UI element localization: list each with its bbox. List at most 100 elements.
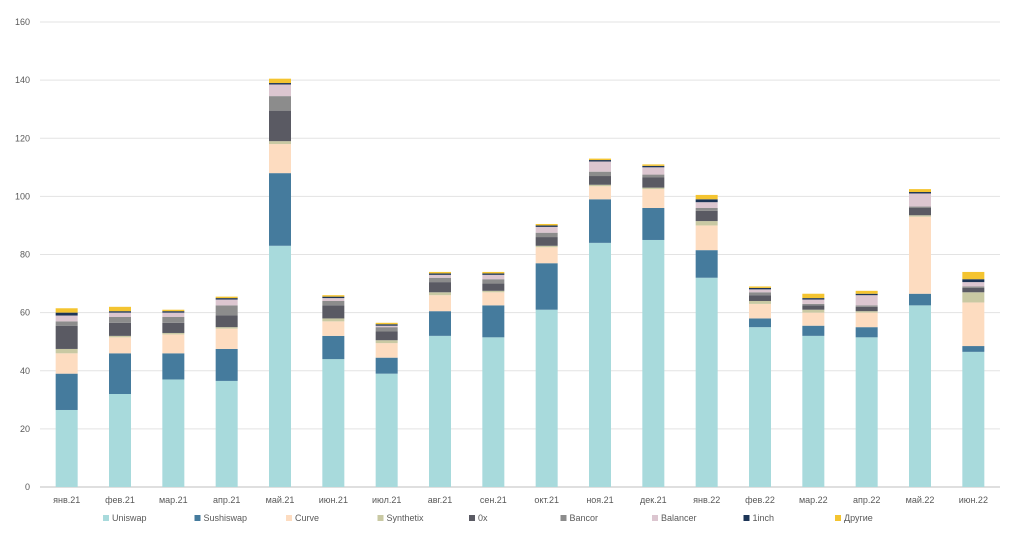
bar-segment-0x	[109, 322, 131, 336]
bar-segment-Balancer	[162, 312, 185, 317]
bar-segment-Bancor	[802, 303, 825, 306]
bar-segment-Другие	[429, 271, 451, 274]
bar-segment-0x	[535, 237, 558, 246]
legend-swatch	[743, 515, 750, 521]
bar-segment-Sushiswap	[962, 346, 985, 352]
bar-segment-Другие	[482, 271, 505, 274]
bar-segment-Sushiswap	[109, 353, 131, 394]
bar-segment-Synthetix	[375, 340, 398, 344]
bar-segment-Synthetix	[695, 221, 718, 226]
bar-segment-Другие	[642, 164, 665, 166]
legend-item: 1inch	[743, 513, 775, 523]
bar-segment-Balancer	[375, 325, 398, 328]
bar-segment-Uniswap	[695, 277, 718, 487]
bar-segment-Bancor	[55, 321, 78, 326]
bar-segment-Bancor	[535, 232, 558, 238]
legend-item: Synthetix	[377, 513, 425, 523]
bar-segment-Synthetix	[482, 290, 505, 293]
bar-stack	[55, 308, 78, 487]
bar-segment-Uniswap	[55, 409, 78, 487]
bar-segment-0x	[749, 295, 771, 301]
x-tick-label: авг.21	[428, 495, 452, 505]
bar-segment-Другие	[589, 158, 611, 161]
x-tick-label: янв.21	[53, 495, 80, 505]
bar-segment-Synthetix	[162, 332, 185, 335]
y-tick-label: 160	[15, 17, 30, 27]
bar-segment-Synthetix	[429, 292, 451, 296]
bar-segment-Sushiswap	[802, 325, 825, 336]
y-tick-label: 0	[25, 482, 30, 492]
bar-stack	[909, 189, 931, 487]
bar-segment-Balancer	[269, 84, 291, 97]
bar-segment-0x	[642, 177, 665, 188]
bar-segment-Synthetix	[109, 335, 131, 338]
x-tick-label: ноя.21	[586, 495, 613, 505]
y-tick-label: 140	[15, 75, 30, 85]
bar-segment-1inch	[322, 296, 345, 299]
legend-swatch	[377, 515, 384, 521]
bar-segment-Bancor	[749, 292, 771, 296]
bar-segment-Balancer	[802, 299, 825, 304]
bar-segment-Bancor	[215, 305, 238, 316]
bar-segment-Bancor	[855, 305, 878, 307]
bar-segment-Sushiswap	[162, 353, 185, 380]
bar-segment-Uniswap	[429, 335, 451, 487]
bar-segment-Uniswap	[749, 327, 771, 487]
gridlines	[40, 21, 1000, 488]
bar-segment-Sushiswap	[269, 173, 291, 246]
bar-segment-Curve	[429, 295, 451, 312]
x-tick-label: мар.21	[159, 495, 188, 505]
bar-segment-Curve	[269, 144, 291, 174]
bar-segment-Synthetix	[269, 141, 291, 145]
bar-segment-Curve	[322, 321, 345, 336]
bar-segment-Synthetix	[749, 301, 771, 304]
bar-stack	[802, 293, 825, 487]
bar-segment-Balancer	[322, 298, 345, 301]
bar-segment-Bancor	[162, 316, 185, 323]
y-tick-label: 40	[20, 366, 30, 376]
x-tick-label: май.21	[266, 495, 295, 505]
legend-label: 1inch	[753, 513, 775, 523]
bar-stack	[162, 309, 185, 487]
bar-segment-Curve	[962, 302, 985, 347]
bar-segment-Другие	[375, 322, 398, 325]
bar-segment-0x	[429, 282, 451, 293]
bar-segment-Другие	[55, 308, 78, 313]
bar-segment-Другие	[269, 78, 291, 84]
bar-segment-Curve	[749, 303, 771, 319]
legend-item: Uniswap	[103, 513, 147, 523]
bar-stack	[482, 271, 505, 487]
bar-segment-Uniswap	[375, 373, 398, 487]
x-tick-label: фев.22	[745, 495, 775, 505]
legend-label: Synthetix	[387, 513, 425, 523]
bar-segment-Curve	[909, 216, 931, 294]
x-tick-label: апр.22	[853, 495, 880, 505]
bar-segment-Другие	[695, 194, 718, 200]
bar-segment-Synthetix	[802, 309, 825, 313]
bar-segment-Curve	[855, 312, 878, 328]
legend-label: Sushiswap	[204, 513, 248, 523]
x-tick-label: июн.21	[319, 495, 348, 505]
bar-segment-Sushiswap	[642, 208, 665, 240]
bar-segment-Bancor	[375, 327, 398, 332]
bar-segment-Curve	[695, 225, 718, 251]
bar-segment-Uniswap	[642, 239, 665, 487]
bar-segment-Balancer	[749, 289, 771, 293]
bar-segment-Sushiswap	[215, 348, 238, 381]
bar-segment-Uniswap	[109, 394, 131, 487]
x-tick-label: сен.21	[480, 495, 507, 505]
bar-segment-Balancer	[429, 274, 451, 278]
bar-segment-Synthetix	[962, 292, 985, 303]
bar-segment-Bancor	[695, 208, 718, 211]
bar-stack	[109, 306, 131, 487]
bar-segment-Synthetix	[322, 318, 345, 322]
bar-stack	[269, 78, 291, 487]
legend-label: Bancor	[570, 513, 599, 523]
bar-segment-Balancer	[695, 202, 718, 208]
bar-segment-Curve	[802, 312, 825, 326]
legend-swatch	[103, 515, 109, 521]
legend-swatch	[652, 515, 658, 521]
legend-item: Другие	[835, 513, 873, 523]
